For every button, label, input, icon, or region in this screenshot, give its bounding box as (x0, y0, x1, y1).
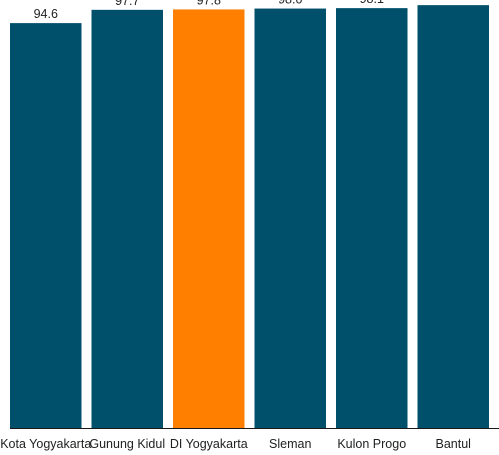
category-label-kulon-progo: Kulon Progo (337, 437, 406, 451)
category-label-di-yogyakarta: DI Yogyakarta (170, 437, 248, 451)
value-label-kulon-progo: 98.1 (360, 0, 384, 6)
bar-gunung-kidul (91, 9, 163, 429)
bar-kulon-progo (336, 8, 408, 428)
value-label-sleman: 98.0 (278, 0, 302, 7)
bars-group (10, 5, 489, 429)
category-label-kota-yogyakarta: Kota Yogyakarta (0, 437, 91, 451)
value-label-kota-yogyakarta: 94.6 (34, 7, 58, 21)
bar-di-yogyakarta (173, 9, 245, 428)
category-label-bantul: Bantul (436, 437, 471, 451)
category-label-sleman: Sleman (269, 437, 311, 451)
bar-bantul (417, 5, 489, 428)
value-label-bantul: 98.8 (441, 0, 465, 3)
value-label-gunung-kidul: 97.7 (115, 0, 139, 8)
category-label-gunung-kidul: Gunung Kidul (89, 437, 165, 451)
value-label-di-yogyakarta: 97.8 (197, 0, 221, 7)
bar-sleman (254, 8, 326, 429)
bar-kota-yogyakarta (10, 23, 82, 429)
value-labels-group: 94.6 97.7 97.8 98.0 98.1 98.8 (34, 0, 466, 21)
